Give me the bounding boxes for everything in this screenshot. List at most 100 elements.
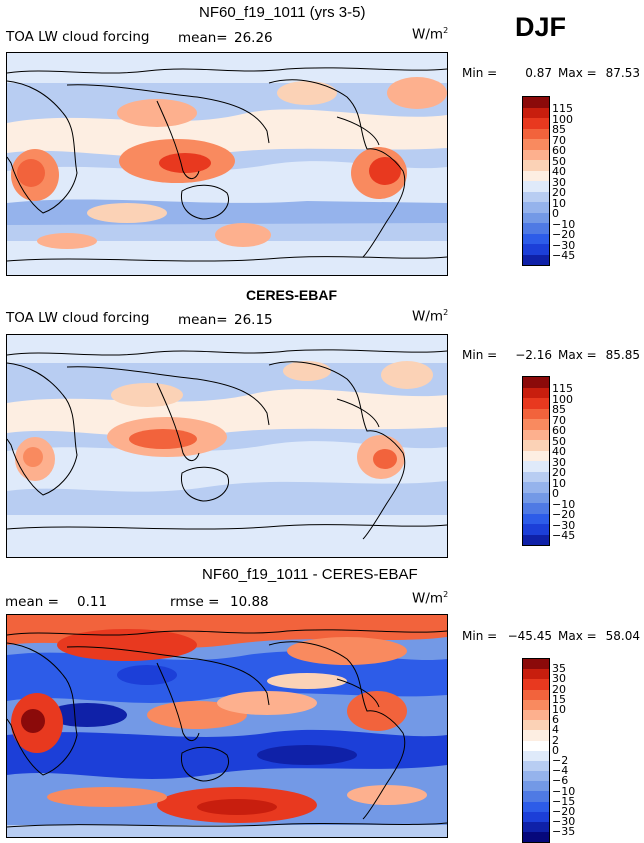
panel3-colorbar-swatch (523, 771, 549, 782)
panel3-map (6, 614, 448, 838)
panel2-colorbar-swatch (523, 471, 549, 482)
panel1-colorbar-tick: 30 (552, 176, 566, 189)
panel3-colorbar-swatch (523, 689, 549, 700)
panel1-mean-value: 26.26 (234, 30, 273, 46)
panel3-colorbar-swatch (523, 750, 549, 761)
panel1-colorbar-swatch (523, 202, 549, 213)
panel2-coastlines (7, 349, 447, 540)
panel3-colorbar-tick: −20 (552, 805, 576, 818)
panel2-colorbar-tick: 100 (552, 393, 573, 406)
panel1-colorbar-tick: 60 (552, 144, 566, 157)
panel2-colorbar-tick: −45 (552, 529, 576, 542)
panel3-field-positive (7, 615, 447, 837)
panel3-rmse-label: rmse = (170, 594, 220, 610)
panel1-colorbar-swatch (523, 149, 549, 160)
season-label: DJF (515, 12, 567, 42)
panel3-colorbar-tick: −35 (552, 825, 576, 838)
panel2-colorbar-tick: 85 (552, 403, 566, 416)
panel1-colorbar-tick: −45 (552, 249, 576, 262)
panel1-colorbar-tick: −20 (552, 228, 576, 241)
panel1-min-label: Min = (462, 66, 498, 80)
panel2-colorbar-swatch (523, 482, 549, 493)
panel1-min-value: 0.87 (525, 66, 552, 80)
panel2-max-value: 85.85 (605, 348, 640, 362)
panel2-mean-label: mean= (178, 312, 228, 328)
panel3-coastlines (7, 629, 447, 828)
panel1-variable: TOA LW cloud forcing (6, 29, 150, 45)
panel3-rmse-value: 10.88 (230, 594, 269, 610)
panel2-mean-value: 26.15 (234, 312, 273, 328)
panel2-colorbar-swatch (523, 429, 549, 440)
panel2-colorbar-tick: 50 (552, 435, 566, 448)
panel1-max-label: Max = (558, 66, 597, 80)
panel1-colorbar-tick: 50 (552, 155, 566, 168)
panel2-min-value: −2.16 (515, 348, 552, 362)
panel2-units: W/m2 (412, 308, 449, 325)
panel2-colorbar-swatch (523, 440, 549, 451)
panel3-colorbar-swatch (523, 822, 549, 833)
panel2-colorbar-tick: 70 (552, 414, 566, 427)
panel1-colorbar-tick: 115 (552, 102, 573, 115)
panel1-mean-label: mean= (178, 30, 228, 46)
panel2-colorbar-swatch (523, 534, 549, 545)
panel1-colorbar-swatch (523, 244, 549, 255)
panel1-field-highs (11, 77, 447, 249)
panel1-max-value: 87.53 (605, 66, 640, 80)
panel2-colorbar-tick: 0 (552, 487, 559, 500)
panel3-colorbar-tick: 35 (552, 662, 566, 675)
panel3-max-value: 58.04 (605, 629, 640, 643)
panel1-colorbar-swatch (523, 118, 549, 129)
panel1-coastlines (7, 67, 447, 262)
panel2-colorbar-tick: 20 (552, 466, 566, 479)
panel2-colorbar-tick: 40 (552, 445, 566, 458)
panel2-max-label: Max = (558, 348, 597, 362)
panel2-variable: TOA LW cloud forcing (6, 310, 150, 326)
panel3-colorbar-swatch (523, 791, 549, 802)
panel1-colorbar-swatch (523, 191, 549, 202)
panel3-colorbar (522, 658, 550, 843)
panel2-min-label: Min = (462, 348, 498, 362)
panel2-colorbar-swatch (523, 398, 549, 409)
panel3-colorbar-tick: 10 (552, 703, 566, 716)
panel1-colorbar-tick: 70 (552, 134, 566, 147)
panel1-colorbar-tick: 10 (552, 197, 566, 210)
panel2-colorbar-swatch (523, 513, 549, 524)
panel3-colorbar-swatch (523, 699, 549, 710)
panel2-colorbar-swatch (523, 377, 549, 388)
panel1-colorbar-swatch (523, 181, 549, 192)
panel1-title: NF60_f19_1011 (yrs 3-5) (199, 4, 366, 21)
panel2-colorbar-swatch (523, 419, 549, 430)
panel1-colorbar-tick: 100 (552, 113, 573, 126)
panel3-units: W/m2 (412, 590, 449, 607)
panel3-colorbar-swatch (523, 679, 549, 690)
panel3-colorbar-tick: 2 (552, 734, 559, 747)
panel3-colorbar-tick: 0 (552, 744, 559, 757)
panel3-colorbar-swatch (523, 709, 549, 721)
panel3-colorbar-tick: 30 (552, 672, 566, 685)
panel3-colorbar-swatch (523, 740, 549, 751)
panel2-colorbar-tick: −10 (552, 498, 576, 511)
panel3-min-value: −45.45 (507, 629, 552, 643)
panel1-colorbar-tick: −30 (552, 239, 576, 252)
panel3-colorbar-swatch (523, 760, 549, 772)
panel3-max-label: Max = (558, 629, 597, 643)
panel2-colorbar-tick: −30 (552, 519, 576, 532)
panel1-colorbar-tick: 20 (552, 186, 566, 199)
panel3-colorbar-tick: −2 (552, 754, 569, 767)
panel1-colorbar-tick: 40 (552, 165, 566, 178)
panel2-colorbar-tick: 30 (552, 456, 566, 469)
panel3-colorbar-tick: 6 (552, 713, 559, 726)
panel3-min-label: Min = (462, 629, 498, 643)
panel1-colorbar-swatch (523, 212, 549, 223)
panel2-map (6, 334, 448, 558)
panel3-colorbar-swatch (523, 730, 549, 741)
panel3-mean-label: mean = (5, 594, 59, 610)
panel1-colorbar-swatch (523, 254, 549, 265)
panel2-colorbar-swatch (523, 408, 549, 419)
panel3-colorbar-swatch (523, 781, 549, 792)
panel3-colorbar-tick: 4 (552, 723, 559, 736)
panel1-colorbar-swatch (523, 223, 549, 234)
panel3-colorbar-tick: −10 (552, 785, 576, 798)
panel1-colorbar-tick: 0 (552, 207, 559, 220)
panel3-colorbar-swatch (523, 832, 549, 843)
